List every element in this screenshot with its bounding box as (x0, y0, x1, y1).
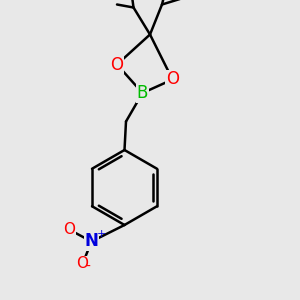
Text: +: + (96, 229, 106, 239)
Text: -: - (85, 260, 90, 273)
Text: O: O (110, 56, 124, 74)
Text: O: O (63, 222, 75, 237)
Text: N: N (85, 232, 98, 250)
Text: O: O (76, 256, 88, 272)
Text: B: B (137, 84, 148, 102)
Text: O: O (166, 70, 179, 88)
